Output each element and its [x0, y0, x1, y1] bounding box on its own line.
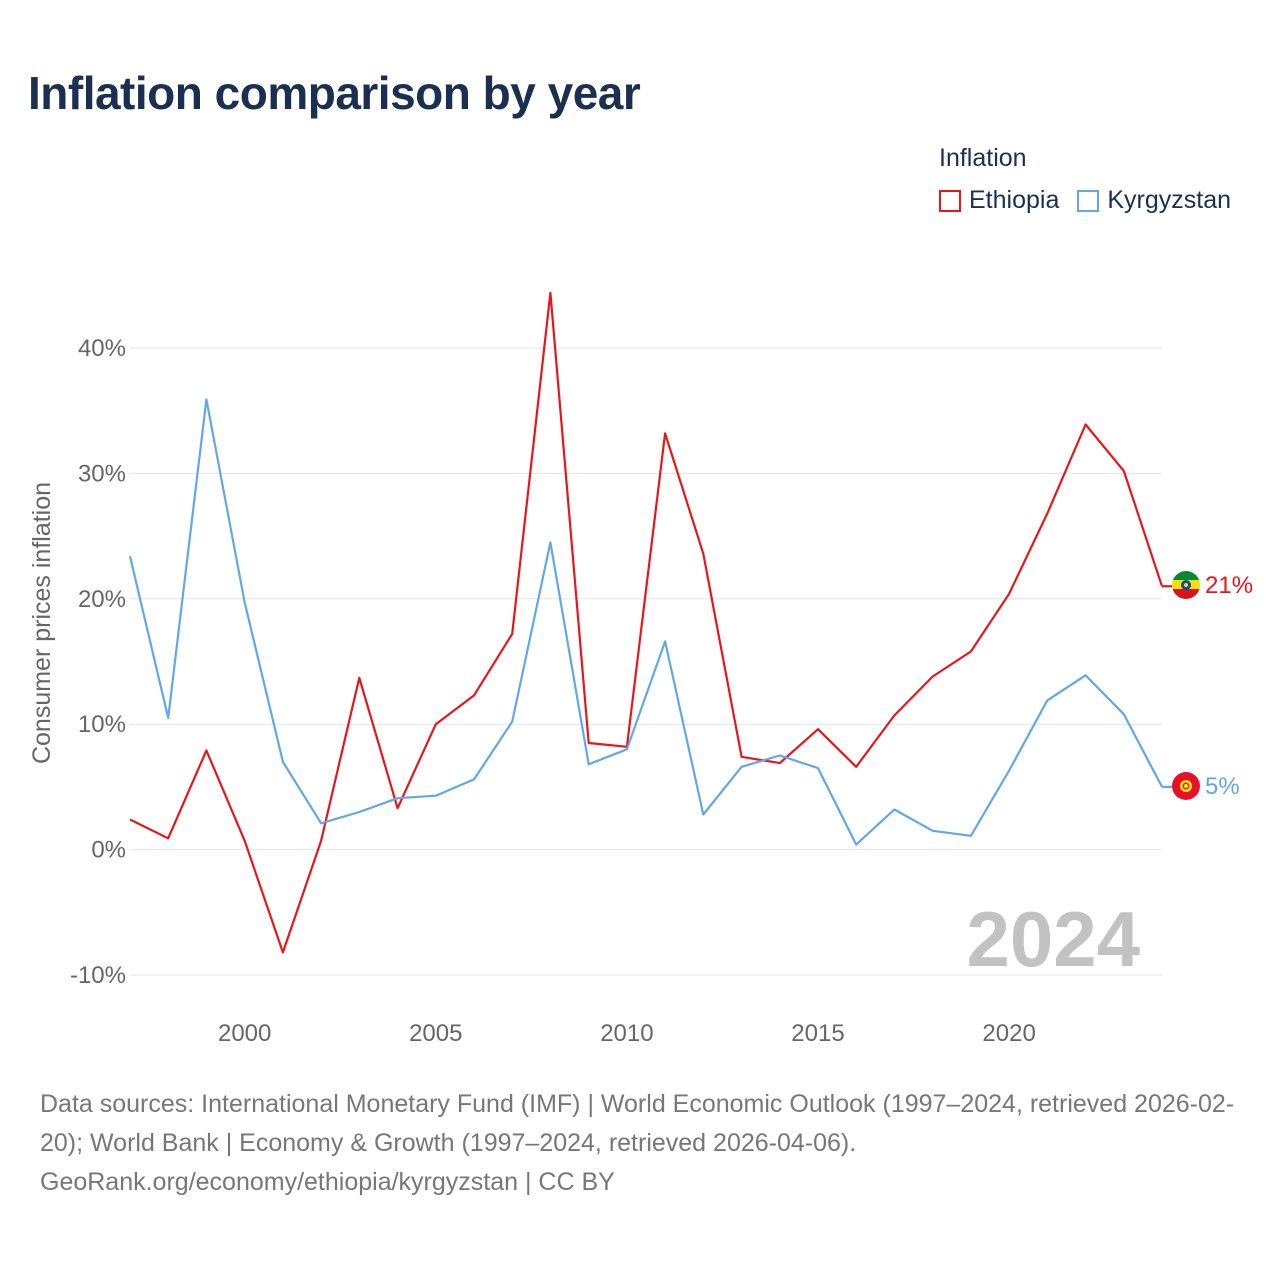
- chart-title: Inflation comparison by year: [28, 67, 641, 119]
- y-axis-ticks: -10% 0% 10% 20% 30% 40%: [70, 335, 126, 989]
- data-sources: Data sources: International Monetary Fun…: [40, 1085, 1245, 1202]
- y-tick-label: 0%: [91, 837, 126, 864]
- kyrgyzstan-flag-icon: [1172, 772, 1200, 800]
- y-tick-label: 30%: [78, 460, 126, 487]
- gridlines: [130, 347, 1162, 976]
- x-tick-label: 2015: [791, 1020, 844, 1047]
- sources-site-link[interactable]: GeoRank.org/economy/ethiopia/kyrgyzstan …: [40, 1168, 615, 1196]
- series-line-kyrgyzstan: [128, 398, 1163, 846]
- legend-title: Inflation: [939, 144, 1027, 172]
- ethiopia-flag-icon: [1172, 571, 1200, 599]
- legend-item-ethiopia[interactable]: Ethiopia: [939, 186, 1059, 215]
- legend-swatch-ethiopia: [939, 189, 961, 212]
- y-tick-label: 10%: [78, 711, 126, 738]
- x-tick-label: 2005: [409, 1020, 462, 1047]
- year-watermark: 2024: [966, 895, 1140, 983]
- line-chart: -10%0%10%20%30%40% 2000 2005 2010 2015 2020 …: [28, 291, 1253, 1047]
- series-line-ethiopia: [129, 291, 1164, 954]
- x-axis-ticks: 2000 2005 2010 2015 2020: [218, 1020, 1036, 1047]
- end-label-ethiopia: 21%: [1205, 572, 1253, 599]
- series-lines: [128, 291, 1172, 954]
- legend-label-kyrgyzstan: Kyrgyzstan: [1107, 186, 1232, 214]
- x-tick-label: 2010: [600, 1020, 653, 1047]
- y-tick-label: 20%: [78, 586, 126, 613]
- end-label-kyrgyzstan: 5%: [1205, 773, 1240, 800]
- legend-item-kyrgyzstan[interactable]: Kyrgyzstan: [1077, 186, 1231, 215]
- legend-swatch-kyrgyzstan: [1077, 189, 1100, 212]
- y-tick-label: -10%: [70, 962, 126, 989]
- sources-text: Data sources: International Monetary Fun…: [40, 1090, 1235, 1157]
- x-tick-label: 2000: [218, 1020, 271, 1047]
- legend: Ethiopia Kyrgyzstan: [939, 186, 1249, 215]
- legend-label-ethiopia: Ethiopia: [969, 186, 1060, 214]
- x-tick-label: 2020: [982, 1020, 1035, 1047]
- y-axis-title: Consumer prices inflation: [28, 482, 56, 764]
- y-tick-label: 40%: [78, 335, 126, 362]
